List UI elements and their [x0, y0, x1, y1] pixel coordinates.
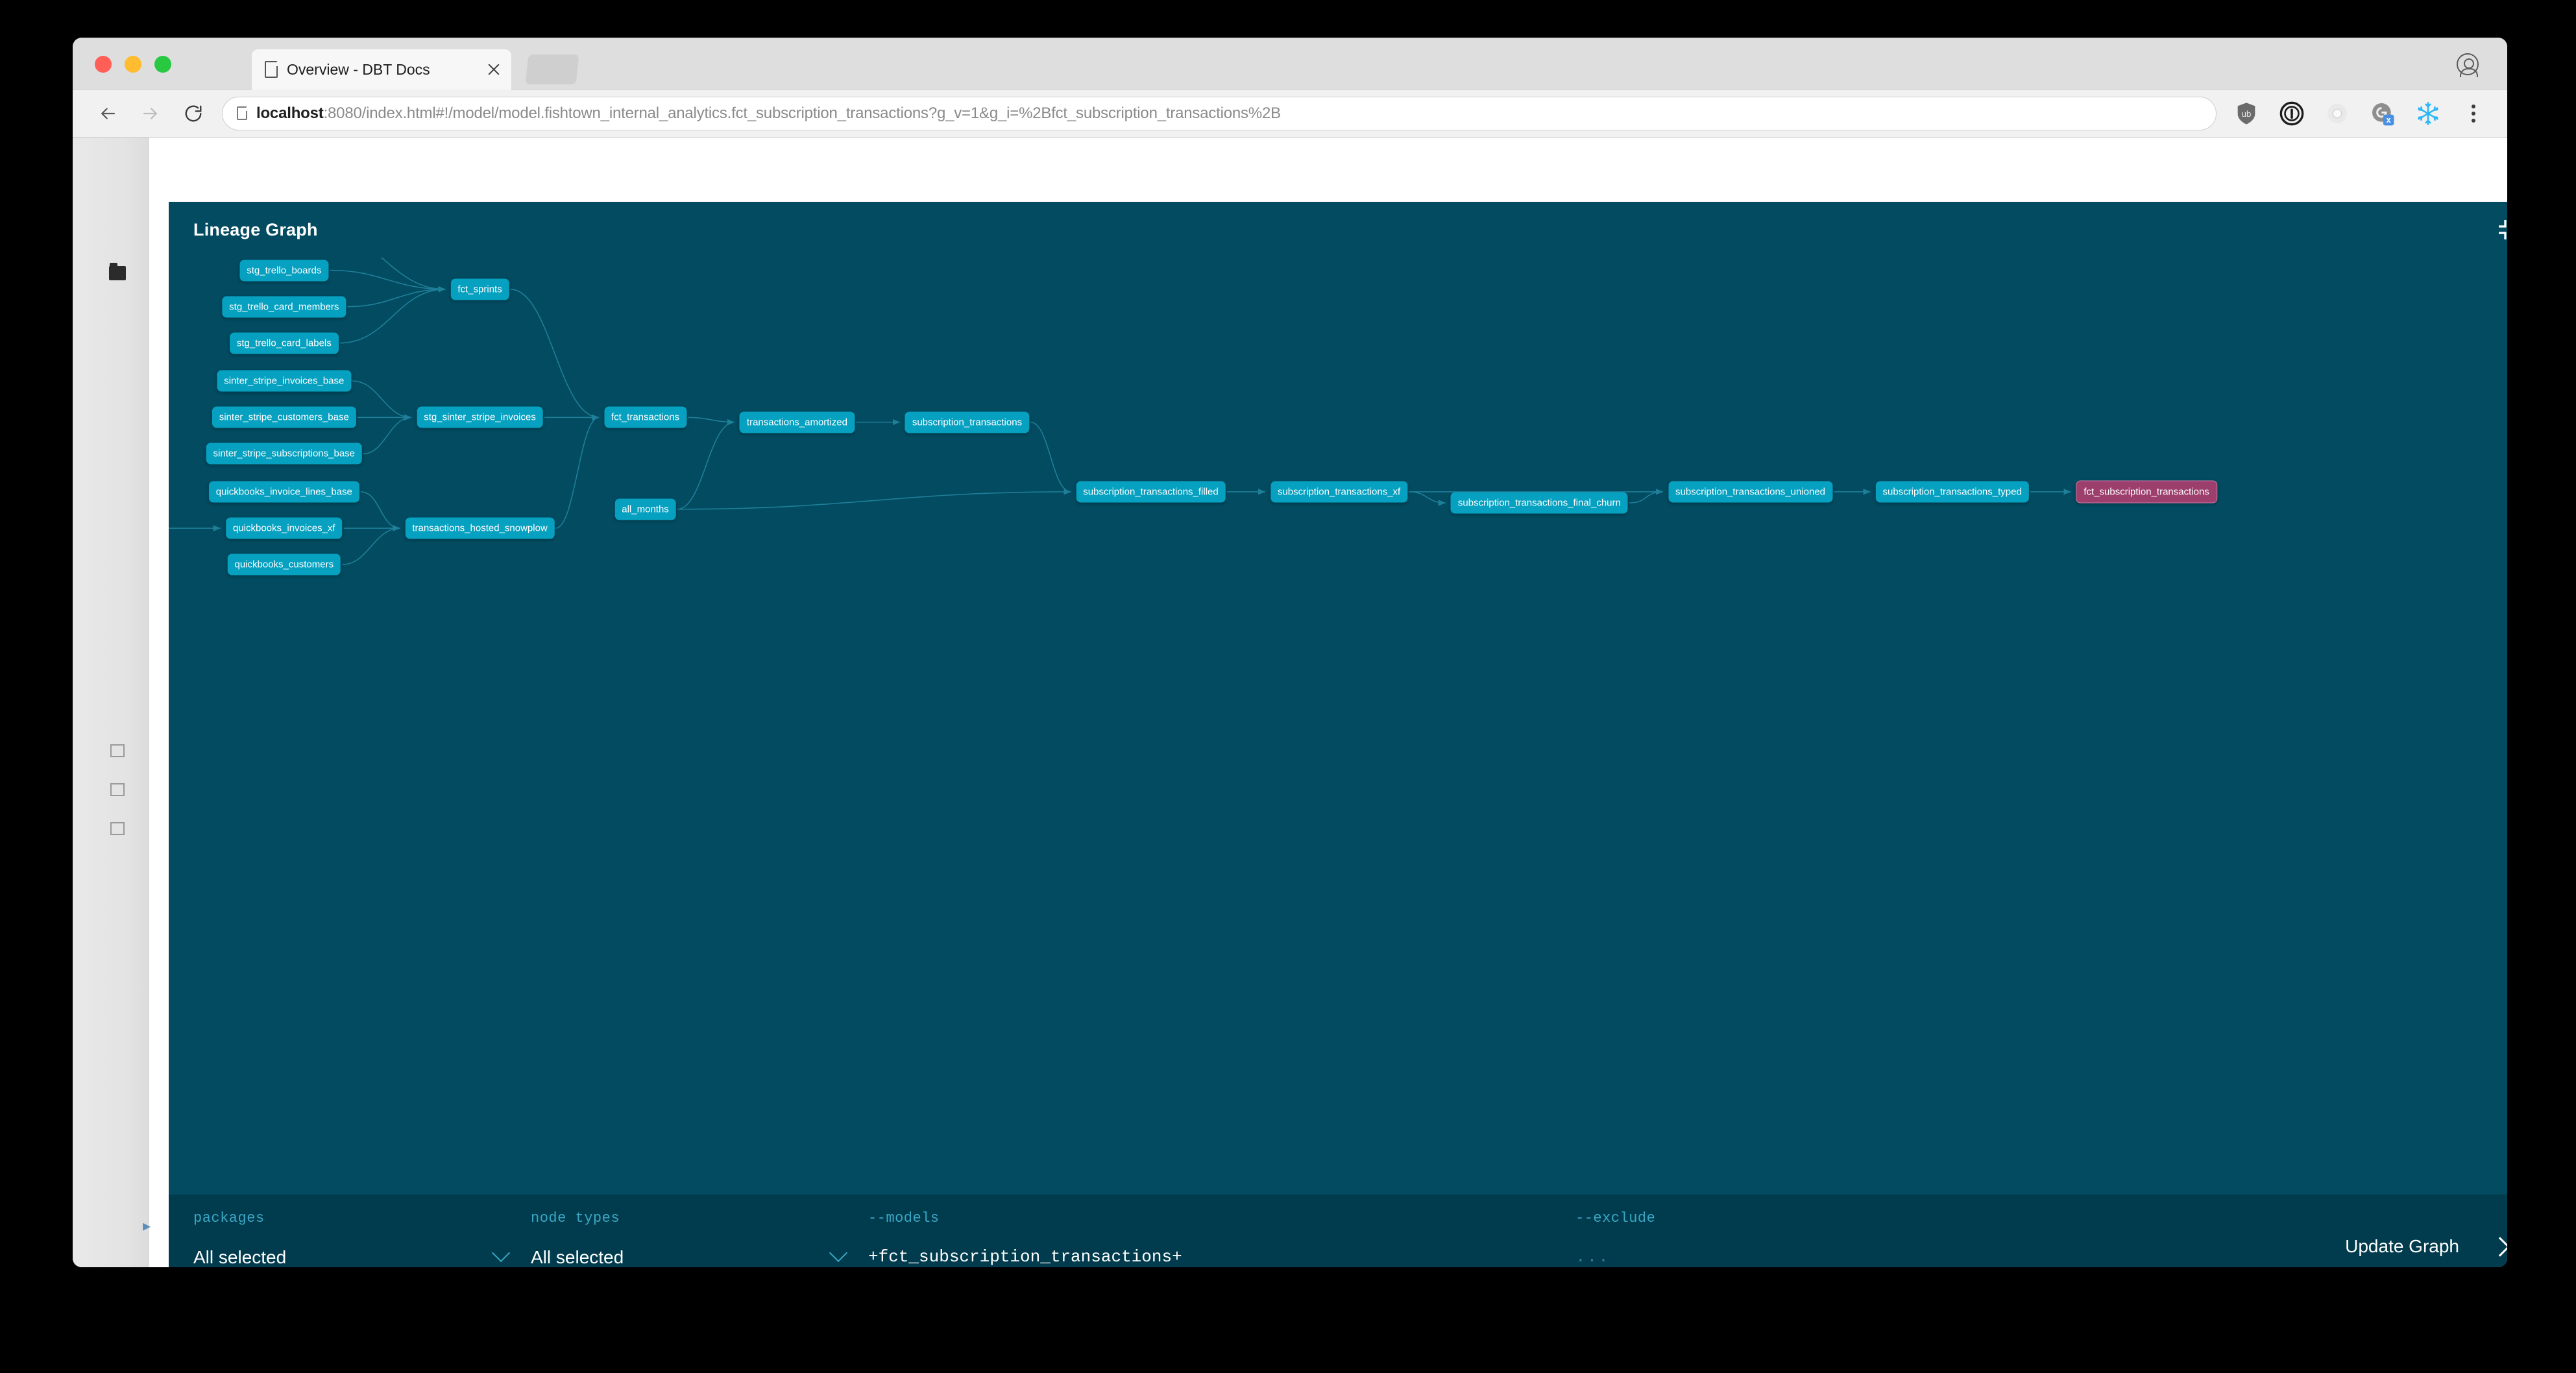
graph-node-subscription_transactions_unioned[interactable]: subscription_transactions_unioned [1668, 481, 1833, 503]
filter-packages-label: packages [193, 1210, 265, 1226]
graph-edge [352, 380, 412, 421]
graph-node-fct_subscription_transactions[interactable]: fct_subscription_transactions [2076, 480, 2217, 504]
lineage-controls-bar: packages All selected node types All sel… [169, 1195, 2507, 1267]
lineage-graph-title: Lineage Graph [193, 219, 318, 239]
forward-button[interactable] [134, 97, 167, 130]
graph-edge [1409, 491, 1446, 506]
graph-edge [677, 489, 1071, 510]
graph-node-fct_transactions[interactable]: fct_transactions [604, 406, 687, 428]
browser-tab-title: Overview - DBT Docs [287, 60, 430, 78]
graph-node-subscription_transactions[interactable]: subscription_transactions [905, 411, 1030, 433]
close-window-button[interactable] [95, 56, 112, 73]
filter-node-types[interactable]: node types All selected [531, 1195, 868, 1267]
graph-node-sinter_stripe_subscriptions_base[interactable]: sinter_stripe_subscriptions_base [206, 443, 363, 465]
graph-node-transactions_hosted_snowplow[interactable]: transactions_hosted_snowplow [405, 517, 555, 539]
docs-sidebar [73, 138, 149, 1267]
page-favicon-icon [265, 61, 278, 78]
update-graph-button[interactable]: Update Graph [2345, 1236, 2459, 1256]
chevron-down-icon[interactable] [491, 1243, 511, 1263]
graph-edge [380, 258, 446, 293]
graph-edge [510, 288, 600, 421]
graph-edge [688, 417, 735, 426]
filter-packages[interactable]: packages All selected [193, 1195, 531, 1267]
graph-edge [330, 269, 446, 293]
browser-window: Overview - DBT Docs localhost:8080/index… [73, 38, 2507, 1267]
graph-node-fct_sprints[interactable]: fct_sprints [450, 278, 509, 300]
filter-models[interactable]: --models +fct_subscription_transactions+ [868, 1195, 1575, 1267]
chevron-down-icon[interactable] [829, 1243, 848, 1263]
graph-node-stg_sinter_stripe_invoices[interactable]: stg_sinter_stripe_invoices [417, 406, 543, 428]
graph-node-quickbooks_invoices_xf[interactable]: quickbooks_invoices_xf [225, 517, 343, 539]
collapse-icon[interactable] [2496, 217, 2507, 243]
graph-node-subscription_transactions_final_churn[interactable]: subscription_transactions_final_churn [1450, 492, 1628, 514]
address-bar[interactable]: localhost:8080/index.html#!/model/model.… [222, 96, 2217, 130]
graph-node-all_months[interactable]: all_months [614, 498, 676, 520]
svg-text:ub: ub [2242, 109, 2252, 119]
folder-icon [109, 263, 126, 280]
tab-close-icon[interactable] [485, 61, 502, 78]
graph-edge [342, 525, 400, 565]
graph-node-quickbooks_customers[interactable]: quickbooks_customers [227, 553, 341, 576]
window-traffic-lights [95, 56, 171, 73]
snowflake-icon[interactable] [2415, 101, 2441, 127]
1password-icon[interactable] [2279, 101, 2305, 127]
graph-node-stg_trello_card_labels[interactable]: stg_trello_card_labels [229, 332, 339, 354]
graph-node-subscription_transactions_typed[interactable]: subscription_transactions_typed [1875, 481, 2029, 503]
tree-item-icon[interactable] [110, 744, 125, 757]
tree-item-icon[interactable] [110, 783, 125, 796]
graph-edge [360, 491, 400, 531]
filter-packages-value: All selected [193, 1247, 287, 1267]
graph-node-quickbooks_invoice_lines_base[interactable]: quickbooks_invoice_lines_base [208, 481, 359, 503]
ublock-origin-icon[interactable]: ub [2233, 101, 2259, 127]
reload-button[interactable] [176, 97, 210, 130]
filter-models-input[interactable]: +fct_subscription_transactions+ [868, 1247, 1182, 1267]
filter-exclude-input[interactable]: ... [1575, 1247, 1610, 1267]
close-panel-icon[interactable] [2496, 1233, 2507, 1259]
graph-node-stg_trello_card_members[interactable]: stg_trello_card_members [222, 296, 346, 318]
profile-avatar-icon[interactable] [2457, 53, 2479, 77]
graph-node-stg_trello_boards[interactable]: stg_trello_boards [239, 260, 329, 281]
browser-toolbar: localhost:8080/index.html#!/model/model.… [73, 90, 2507, 138]
graph-edge [677, 419, 735, 510]
graph-edge [363, 414, 412, 455]
svg-text:x: x [2387, 115, 2391, 125]
page-info-icon[interactable] [237, 106, 247, 120]
graph-edge [1030, 421, 1071, 495]
filter-models-label: --models [868, 1210, 940, 1226]
row-expand-icon[interactable]: ▸ [142, 1217, 151, 1235]
browser-tab-strip: Overview - DBT Docs [73, 38, 2507, 90]
graph-edge [339, 286, 446, 344]
graph-edge [1629, 489, 1664, 504]
lineage-actions: Update Graph [2345, 1195, 2507, 1267]
graph-node-transactions_amortized[interactable]: transactions_amortized [739, 411, 855, 433]
graph-edge [347, 286, 446, 308]
filter-exclude-label: --exclude [1575, 1210, 1656, 1226]
lineage-edges [169, 258, 2071, 565]
graph-node-sinter_stripe_invoices_base[interactable]: sinter_stripe_invoices_base [217, 370, 352, 392]
filter-exclude[interactable]: --exclude ... [1575, 1195, 2345, 1267]
graph-node-subscription_transactions_filled[interactable]: subscription_transactions_filled [1076, 481, 1226, 503]
address-bar-url: localhost:8080/index.html#!/model/model.… [256, 104, 1281, 122]
extension-icons: ub x [2233, 101, 2507, 127]
tree-item-icon[interactable] [110, 822, 125, 835]
filter-node-types-value: All selected [531, 1247, 624, 1267]
lineage-graph-header: Lineage Graph [169, 202, 2507, 258]
loom-icon[interactable] [2324, 101, 2350, 127]
lineage-graph-overlay: Lineage Graph [169, 202, 2507, 1267]
browser-tab-active[interactable]: Overview - DBT Docs [252, 49, 511, 90]
minimize-window-button[interactable] [125, 56, 141, 73]
new-tab-button[interactable] [525, 55, 579, 84]
graph-edge [555, 414, 600, 529]
graph-node-subscription_transactions_xf[interactable]: subscription_transactions_xf [1270, 481, 1408, 503]
filter-node-types-label: node types [531, 1210, 620, 1226]
lineage-graph-canvas[interactable]: stg_trello_cardsstg_trello_boardsstg_tre… [169, 258, 2507, 1195]
chrome-menu-icon[interactable] [2461, 101, 2486, 127]
back-button[interactable] [91, 97, 125, 130]
grammarly-icon[interactable]: x [2370, 101, 2396, 127]
graph-node-sinter_stripe_customers_base[interactable]: sinter_stripe_customers_base [212, 406, 356, 428]
zoom-window-button[interactable] [154, 56, 171, 73]
